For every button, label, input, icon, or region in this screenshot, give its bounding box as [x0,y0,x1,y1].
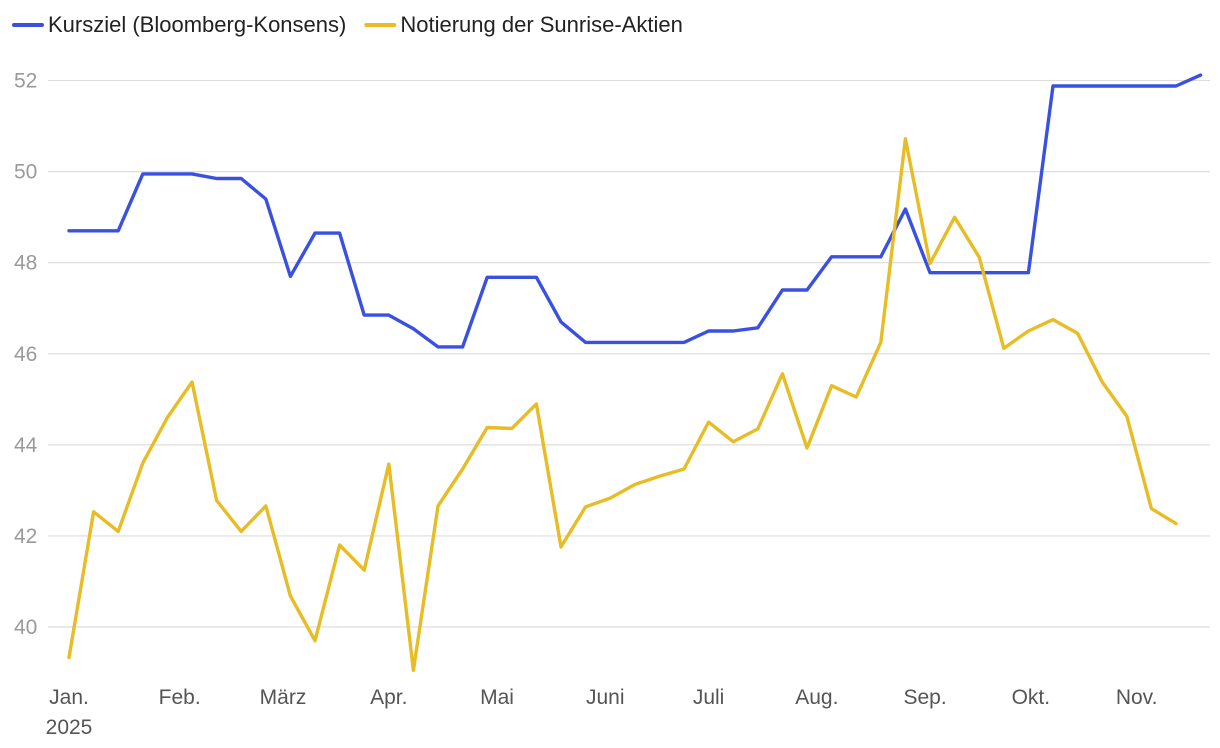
y-tick-label: 42 [14,525,37,548]
legend-label-1: Notierung der Sunrise-Aktien [400,12,682,37]
x-tick-label: Mai [480,686,514,709]
series-line-1 [67,137,1178,672]
x-tick-label: Jan. [49,686,89,709]
series-layer [67,73,1203,672]
x-tick-label: Okt. [1012,686,1051,709]
y-tick-label: 48 [14,252,37,275]
legend: Kursziel (Bloomberg-Konsens) Notierung de… [12,12,683,37]
y-tick-label: 44 [14,434,38,457]
x-tick-label: März [260,686,307,709]
y-tick-label: 52 [14,70,37,93]
x-tick-label: Aug. [795,686,838,709]
legend-label-0: Kursziel (Bloomberg-Konsens) [48,12,346,37]
y-tick-label: 40 [14,616,37,639]
y-axis: 40 42 44 46 48 50 52 [14,70,38,639]
x-tick-label: Apr. [370,686,407,709]
y-tick-label: 50 [14,161,37,184]
x-year-label: 2025 [46,716,93,739]
grid-layer [48,79,1210,628]
x-tick-label: Nov. [1116,686,1158,709]
series-line-0 [67,73,1203,349]
x-tick-label: Sep. [903,686,946,709]
x-tick-label: Juni [586,686,625,709]
x-axis: Jan. Feb. März Apr. Mai Juni Juli Aug. Sep. Okt. N… [46,686,1158,739]
x-tick-label: Juli [693,686,725,709]
y-tick-label: 46 [14,343,37,366]
x-tick-label: Feb. [159,686,201,709]
